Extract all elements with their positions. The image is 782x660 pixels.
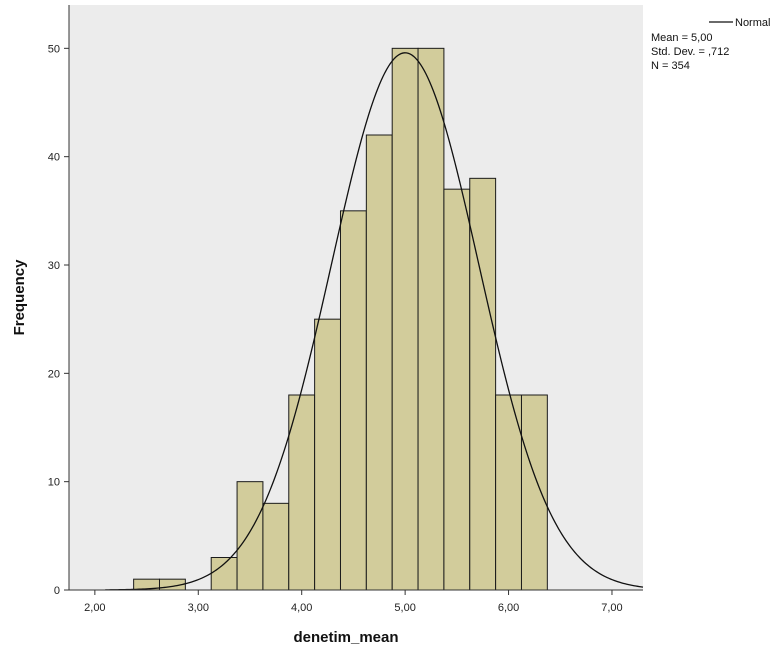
legend-stat-std-dev: Std. Dev. = ,712 (651, 46, 729, 58)
histogram-bars (133, 47, 548, 591)
histogram-bar-2 (210, 557, 238, 591)
x-tick-label: 4,00 (291, 602, 312, 614)
x-axis-ticks: 2,00 3,00 4,00 5,00 6,00 7,00 (84, 590, 623, 614)
y-tick-label: 20 (48, 368, 60, 380)
legend-stat-n: N = 354 (651, 60, 690, 72)
histogram-bar-6 (314, 318, 341, 591)
histogram-bar-4 (262, 502, 290, 591)
y-axis-title: Frequency (11, 259, 28, 336)
x-tick-label: 2,00 (84, 602, 105, 614)
x-tick-label: 3,00 (188, 602, 209, 614)
y-axis-ticks: 0 10 20 30 40 50 (48, 43, 69, 597)
x-tick-label: 5,00 (394, 602, 415, 614)
y-tick-label: 40 (48, 152, 60, 164)
histogram-bar-3 (236, 481, 264, 591)
y-tick-label: 10 (48, 477, 60, 489)
histogram-bar-7 (339, 210, 367, 591)
histogram-bar-10 (417, 47, 445, 591)
x-tick-label: 7,00 (601, 602, 622, 614)
normal-curve (105, 52, 644, 591)
legend: Normal Mean = 5,00 Std. Dev. = ,712 N = … (651, 17, 770, 72)
y-tick-label: 30 (48, 260, 60, 272)
legend-stat-mean: Mean = 5,00 (651, 32, 712, 44)
y-tick-label: 0 (54, 585, 60, 597)
histogram-bar-8 (365, 134, 393, 591)
histogram-bar-11 (443, 188, 471, 591)
histogram-bar-9 (391, 47, 419, 591)
histogram-bar-14 (520, 394, 548, 591)
y-tick-label: 50 (48, 43, 60, 55)
x-tick-label: 6,00 (498, 602, 519, 614)
legend-curve-label: Normal (735, 17, 770, 29)
x-axis-title: denetim_mean (293, 629, 398, 646)
histogram-bar-12 (469, 177, 497, 591)
